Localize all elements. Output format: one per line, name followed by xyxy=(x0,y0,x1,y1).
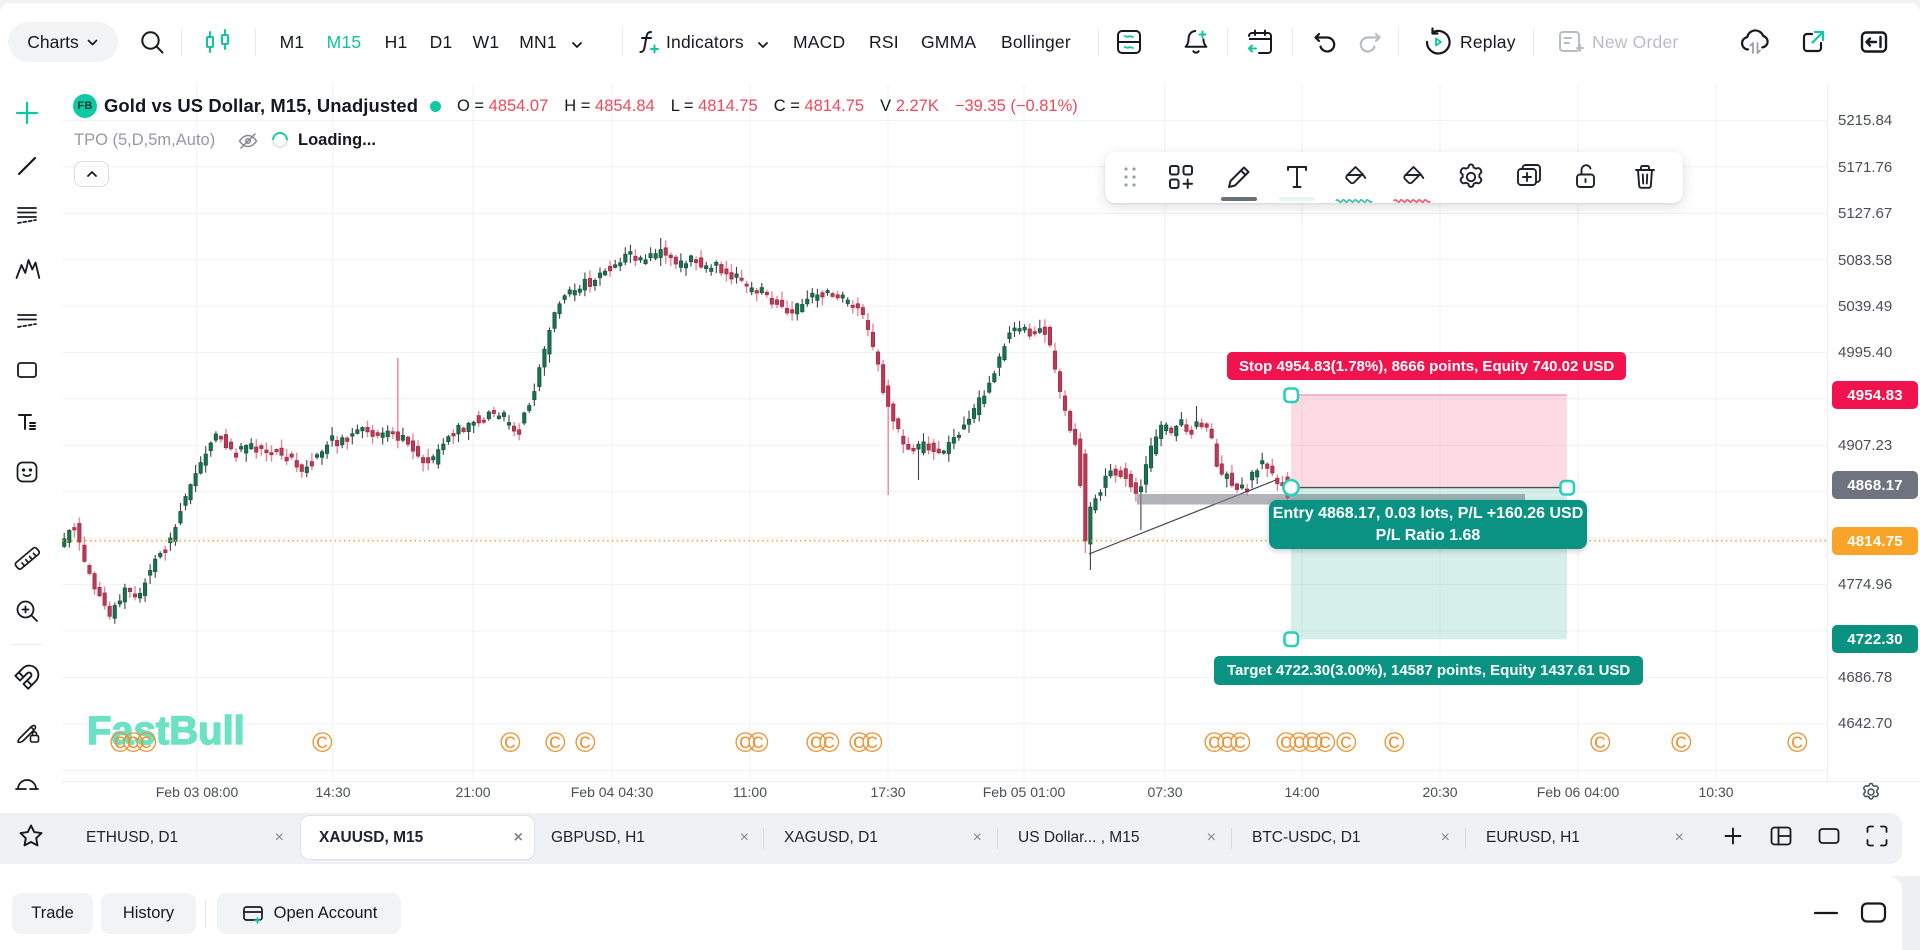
svg-text:©: © xyxy=(123,727,144,758)
svg-text:©: © xyxy=(1302,727,1323,758)
svg-text:©: © xyxy=(1289,727,1310,758)
svg-text:©: © xyxy=(575,727,596,758)
svg-text:©: © xyxy=(819,727,840,758)
svg-text:©: © xyxy=(849,727,870,758)
svg-text:©: © xyxy=(1384,727,1405,758)
svg-text:©: © xyxy=(1204,727,1225,758)
svg-text:©: © xyxy=(748,727,769,758)
svg-text:©: © xyxy=(545,727,566,758)
svg-text:©: © xyxy=(1590,727,1611,758)
svg-text:©: © xyxy=(1315,727,1336,758)
svg-text:©: © xyxy=(500,727,521,758)
svg-text:©: © xyxy=(806,727,827,758)
svg-text:©: © xyxy=(1787,727,1808,758)
svg-text:©: © xyxy=(1276,727,1297,758)
svg-text:©: © xyxy=(1336,727,1357,758)
svg-text:©: © xyxy=(1217,727,1238,758)
svg-text:©: © xyxy=(136,727,157,758)
svg-text:©: © xyxy=(862,727,883,758)
svg-text:FastBull: FastBull xyxy=(87,709,245,753)
svg-text:©: © xyxy=(110,727,131,758)
svg-text:©: © xyxy=(312,727,333,758)
svg-text:©: © xyxy=(1671,727,1692,758)
svg-text:©: © xyxy=(1230,727,1251,758)
svg-text:©: © xyxy=(735,727,756,758)
